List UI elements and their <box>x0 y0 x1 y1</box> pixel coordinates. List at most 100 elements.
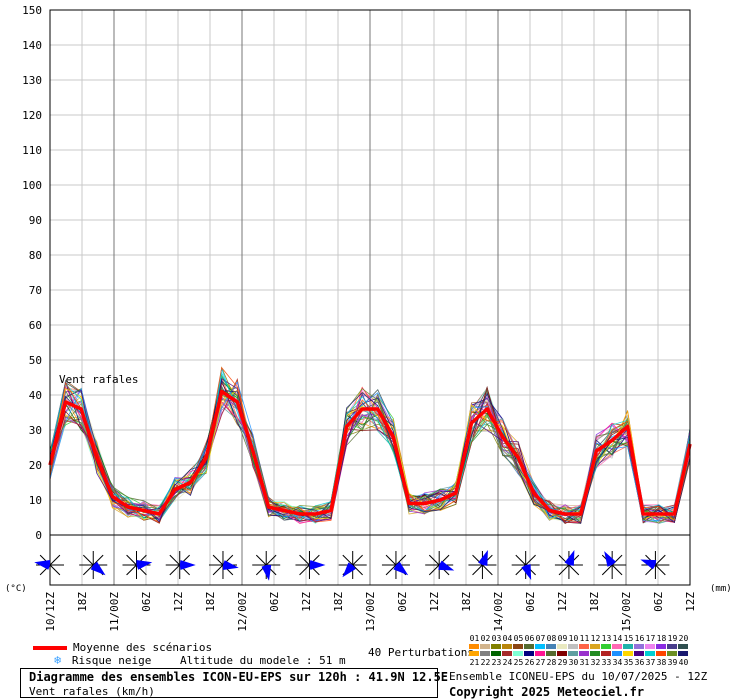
x-tick-label: 06Z <box>140 592 153 612</box>
perturbation-swatch <box>678 651 688 656</box>
perturbation-number: 09 <box>557 634 568 643</box>
y-tick-label: 60 <box>29 319 42 332</box>
perturbation-number: 21 <box>469 658 480 667</box>
member-line <box>49 390 691 524</box>
perturbation-swatch <box>623 651 633 656</box>
x-tick-label: 14/00Z <box>492 592 505 632</box>
wind-roses <box>34 549 670 581</box>
perturbation-number: 13 <box>601 634 612 643</box>
perturbation-swatch <box>557 651 567 656</box>
x-tick-label: 10/12Z <box>44 592 57 632</box>
perturbation-number: 24 <box>502 658 513 667</box>
perturbation-swatch <box>612 644 622 649</box>
perturbation-number: 04 <box>502 634 513 643</box>
perturbation-swatch <box>524 644 534 649</box>
y-tick-label: 40 <box>29 389 42 402</box>
x-tick-label: 18Z <box>76 592 89 612</box>
wind-rose-sector <box>342 562 356 578</box>
wind-rose-sector <box>521 564 532 581</box>
perturbation-swatch <box>579 651 589 656</box>
perturbation-swatch <box>645 644 655 649</box>
y-tick-label: 30 <box>29 424 42 437</box>
perturbation-number: 20 <box>678 634 689 643</box>
mean-line <box>48 389 692 516</box>
x-tick-label: 06Z <box>652 592 665 612</box>
perturbation-number: 03 <box>491 634 502 643</box>
x-tick-label: 18Z <box>332 592 345 612</box>
perturbation-swatch <box>656 651 666 656</box>
perturbation-number: 28 <box>546 658 557 667</box>
perturbation-number: 18 <box>656 634 667 643</box>
perturbation-swatch <box>480 651 490 656</box>
wind-rose-sector <box>222 560 239 570</box>
right-unit-label: (mm) <box>710 584 732 594</box>
wind-rose <box>122 551 153 579</box>
wind-rose <box>34 551 64 579</box>
perturbations-label: 40 Perturbations <box>368 646 474 659</box>
wind-rose-sector <box>34 560 51 570</box>
wind-rose-sector <box>438 560 455 571</box>
footer-subtitle: Vent rafales (km/h) <box>29 685 155 698</box>
wind-rose <box>295 551 326 579</box>
legend-snow-label: Risque neige <box>71 654 152 667</box>
perturbation-number: 37 <box>645 658 656 667</box>
x-tick-label: 12Z <box>428 592 441 612</box>
perturbation-swatch <box>568 651 578 656</box>
perturbation-swatch <box>667 651 677 656</box>
perturbation-number: 39 <box>667 658 678 667</box>
y-tick-label: 80 <box>29 249 42 262</box>
wind-rose <box>165 551 196 579</box>
wind-rose <box>425 551 455 579</box>
wind-rose-sector <box>640 559 657 570</box>
wind-rose-spoke <box>212 554 234 576</box>
perturbation-swatch <box>546 651 556 656</box>
perturbation-swatch <box>656 644 666 649</box>
perturbation-number: 38 <box>656 658 667 667</box>
footer-title: Diagramme des ensembles ICON-EU-EPS sur … <box>29 670 449 684</box>
y-tick-label: 20 <box>29 459 42 472</box>
perturbation-swatch <box>678 644 688 649</box>
perturbation-swatch <box>524 651 534 656</box>
perturbation-swatch <box>623 644 633 649</box>
perturbation-number: 32 <box>590 658 601 667</box>
wind-rose <box>79 551 108 579</box>
wind-rose-spoke <box>385 554 407 576</box>
wind-rose-sector <box>478 549 488 566</box>
y-tick-label: 110 <box>22 144 42 157</box>
y-tick-label: 130 <box>22 74 42 87</box>
y-tick-label: 90 <box>29 214 42 227</box>
perturbation-number: 02 <box>480 634 491 643</box>
grid <box>49 9 691 585</box>
perturbation-number: 10 <box>568 634 579 643</box>
perturbation-number: 14 <box>612 634 623 643</box>
perturbation-number: 01 <box>469 634 480 643</box>
x-tick-label: 06Z <box>396 592 409 612</box>
x-tick-label: 12Z <box>556 592 569 612</box>
x-tick-label: 12Z <box>300 592 313 612</box>
wind-rose <box>252 551 281 581</box>
x-tick-label: 18Z <box>588 592 601 612</box>
perturbation-swatch <box>513 644 523 649</box>
perturbation-swatch <box>568 644 578 649</box>
y-tick-label: 140 <box>22 39 42 52</box>
perturbation-legend: 01 02 03 04 05 06 07 08 09 10 11 12 13 14 15 16 17 18 19 20… <box>469 635 691 669</box>
perturbation-swatch <box>634 651 644 656</box>
perturbation-number: 31 <box>579 658 590 667</box>
perturbation-swatch <box>557 644 567 649</box>
wind-rose <box>640 551 670 579</box>
perturbation-number: 08 <box>546 634 557 643</box>
y-tick-label: 10 <box>29 494 42 507</box>
axes: 0 10 20 30 40 50 60 70 80 90 100 110 120 130 140 150 10/… <box>22 4 697 632</box>
snowflake-icon: ❄ <box>54 653 62 667</box>
perturbation-number: 30 <box>568 658 579 667</box>
footer-box: Diagramme des ensembles ICON-EU-EPS sur … <box>20 668 448 698</box>
y-tick-label: 0 <box>35 529 42 542</box>
perturbation-swatch <box>579 644 589 649</box>
perturbation-number: 19 <box>667 634 678 643</box>
perturbation-swatch <box>469 651 479 656</box>
copyright: Copyright 2025 Meteociel.fr <box>449 685 645 699</box>
wind-rose <box>338 551 367 579</box>
perturbation-number: 17 <box>645 634 656 643</box>
wind-rose-sector <box>393 561 409 576</box>
